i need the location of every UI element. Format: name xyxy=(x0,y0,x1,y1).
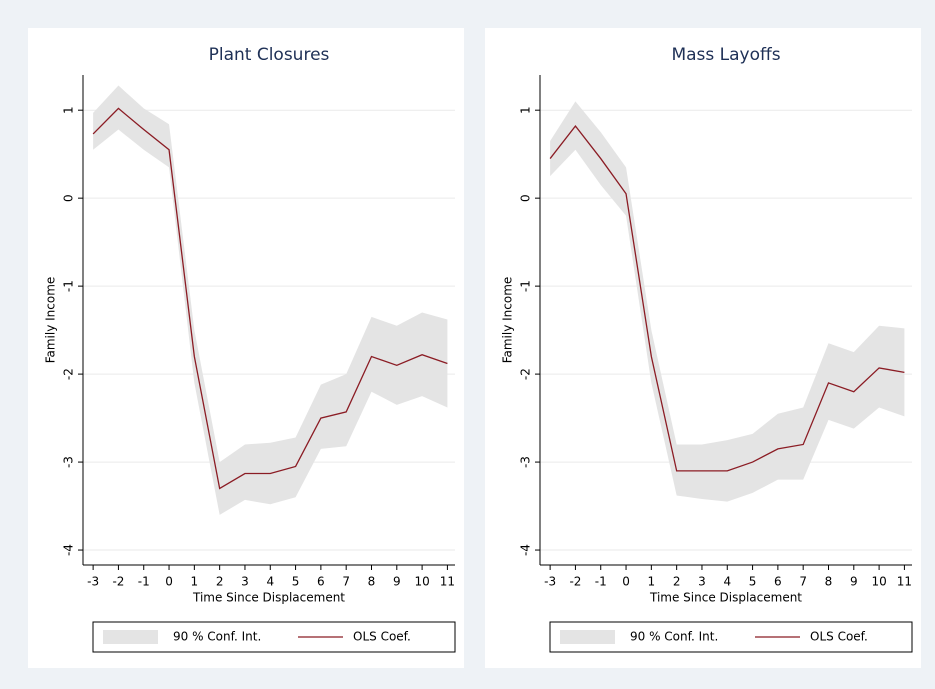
x-tick-label: 7 xyxy=(799,575,807,589)
x-tick-label: 9 xyxy=(850,575,858,589)
y-tick-label: -2 xyxy=(62,368,76,380)
x-tick-label: -3 xyxy=(544,575,556,589)
x-tick-label: 11 xyxy=(440,575,455,589)
x-tick-label: 2 xyxy=(216,575,224,589)
x-tick-label: 5 xyxy=(292,575,300,589)
x-tick-label: -3 xyxy=(87,575,99,589)
x-tick-label: 9 xyxy=(393,575,401,589)
y-axis-title: Family Income xyxy=(44,277,58,364)
x-tick-label: -1 xyxy=(595,575,607,589)
x-tick-label: 6 xyxy=(317,575,325,589)
confidence-band xyxy=(93,85,448,515)
chart-title: Plant Closures xyxy=(209,45,330,65)
chart-title: Mass Layoffs xyxy=(671,45,780,65)
x-tick-label: 0 xyxy=(622,575,630,589)
line xyxy=(549,124,905,472)
x-tick-label: 10 xyxy=(414,575,429,589)
y-tick-label: -1 xyxy=(62,280,76,292)
y-tick-label: 0 xyxy=(62,194,76,202)
x-tick-label: 0 xyxy=(165,575,173,589)
x-tick-label: 5 xyxy=(749,575,757,589)
y-tick-label: -1 xyxy=(519,280,533,292)
x-tick-label: 8 xyxy=(368,575,376,589)
x-tick-label: 11 xyxy=(897,575,912,589)
legend-swatch xyxy=(560,630,615,644)
x-tick-label: 4 xyxy=(266,575,274,589)
x-tick-label: 10 xyxy=(871,575,886,589)
x-tick-label: 7 xyxy=(342,575,350,589)
legend-label: 90 % Conf. Int. xyxy=(173,630,261,644)
x-tick-label: 8 xyxy=(825,575,833,589)
x-axis-title: Time Since Displacement xyxy=(192,591,345,605)
y-tick-label: 1 xyxy=(62,106,76,114)
x-tick-label: -2 xyxy=(569,575,581,589)
y-tick-label: -4 xyxy=(519,544,533,556)
y-tick-label: -2 xyxy=(519,368,533,380)
y-tick-label: -4 xyxy=(62,544,76,556)
y-tick-label: -3 xyxy=(62,456,76,468)
x-tick-label: 3 xyxy=(698,575,706,589)
x-tick-label: 1 xyxy=(648,575,656,589)
legend-label: OLS Coef. xyxy=(810,630,868,644)
x-tick-label: -1 xyxy=(138,575,150,589)
y-tick-label: 0 xyxy=(519,194,533,202)
x-axis-title: Time Since Displacement xyxy=(649,591,802,605)
x-tick-label: 2 xyxy=(673,575,681,589)
line xyxy=(92,107,448,490)
confidence-band xyxy=(550,101,905,502)
x-tick-label: -2 xyxy=(112,575,124,589)
x-tick-label: 4 xyxy=(723,575,731,589)
legend-label: OLS Coef. xyxy=(353,630,411,644)
x-tick-label: 6 xyxy=(774,575,782,589)
x-tick-label: 1 xyxy=(191,575,199,589)
y-tick-label: -3 xyxy=(519,456,533,468)
panel-right xyxy=(485,28,921,668)
x-tick-label: 3 xyxy=(241,575,249,589)
y-tick-label: 1 xyxy=(519,106,533,114)
legend-swatch xyxy=(103,630,158,644)
y-axis-title: Family Income xyxy=(501,277,515,364)
legend-label: 90 % Conf. Int. xyxy=(630,630,718,644)
